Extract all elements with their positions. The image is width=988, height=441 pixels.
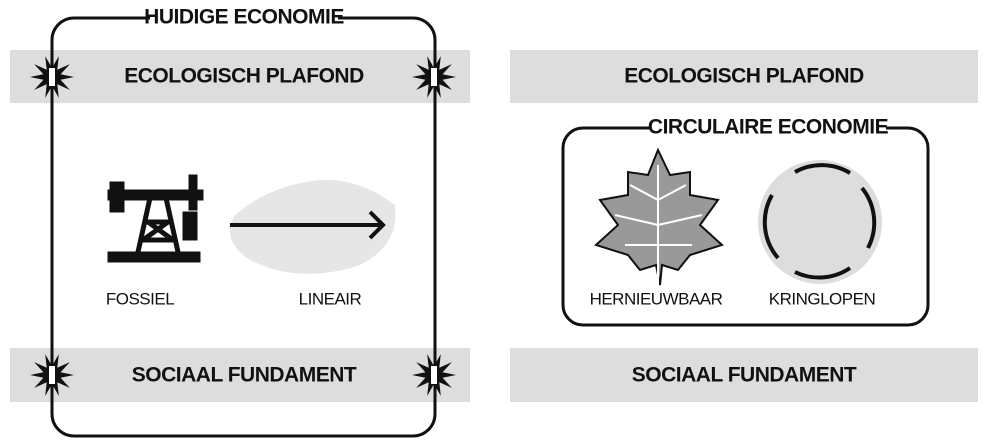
pump-icon (108, 175, 203, 262)
starburst-mark (49, 68, 55, 86)
ceiling: ECOLOGISCH PLAFOND (124, 65, 364, 88)
starburst-mark (431, 68, 437, 86)
page: HUIDIGE ECONOMIE ECOLOGISCH PLAFOND SOCI… (0, 0, 988, 441)
starburst-mark (431, 366, 437, 384)
item-label: HERNIEUWBAAR (590, 289, 723, 308)
title: CIRCULAIRE ECONOMIE (648, 116, 889, 139)
item-label: KRINGLOPEN (769, 289, 875, 308)
diagram: HUIDIGE ECONOMIE ECOLOGISCH PLAFOND SOCI… (0, 0, 988, 441)
foundation: SOCIAAL FUNDAMENT (132, 364, 357, 387)
ceiling: ECOLOGISCH PLAFOND (624, 65, 864, 88)
item-label: LINEAIR (299, 289, 362, 308)
starburst-mark (49, 366, 55, 384)
foundation: SOCIAAL FUNDAMENT (632, 364, 857, 387)
smudge (758, 160, 882, 284)
title: HUIDIGE ECONOMIE (144, 6, 344, 29)
item-label: FOSSIEL (106, 289, 174, 308)
